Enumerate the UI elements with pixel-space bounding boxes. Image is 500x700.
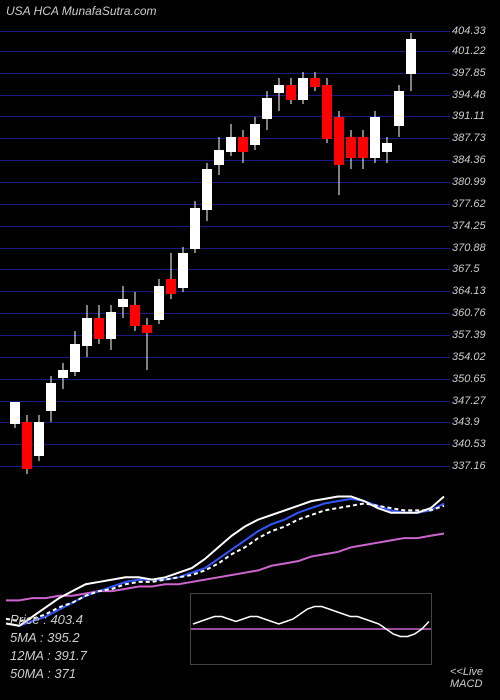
candle-body: [46, 383, 56, 411]
candle-body: [70, 344, 80, 372]
ma50-info: 50MA : 371: [10, 666, 76, 681]
y-tick-label: 394.48: [452, 89, 486, 101]
candle-body: [358, 137, 368, 158]
gridline: [0, 138, 450, 139]
candle-body: [106, 312, 116, 340]
gridline: [0, 335, 450, 336]
y-tick-label: 370.88: [452, 242, 486, 254]
gridline: [0, 182, 450, 183]
candle-body: [94, 318, 104, 339]
y-tick-label: 350.65: [452, 373, 486, 385]
gridline: [0, 357, 450, 358]
gridline: [0, 116, 450, 117]
y-tick-label: 377.62: [452, 198, 486, 210]
gridline: [0, 51, 450, 52]
gridline: [0, 204, 450, 205]
gridline: [0, 73, 450, 74]
candle-body: [322, 85, 332, 139]
candle-body: [118, 299, 128, 307]
ma12-info: 12MA : 391.7: [10, 648, 87, 663]
candle-body: [274, 85, 284, 93]
candle-body: [298, 78, 308, 99]
candle-body: [238, 137, 248, 152]
gridline: [0, 31, 450, 32]
y-tick-label: 374.25: [452, 220, 486, 232]
candle-body: [58, 370, 68, 378]
gridline: [0, 226, 450, 227]
y-tick-label: 364.13: [452, 285, 486, 297]
y-tick-label: 401.22: [452, 45, 486, 57]
gridline: [0, 291, 450, 292]
y-tick-label: 357.39: [452, 329, 486, 341]
gridline: [0, 95, 450, 96]
y-tick-label: 354.02: [452, 351, 486, 363]
live-macd-label: <<Live MACD: [450, 666, 498, 690]
candle-body: [202, 169, 212, 210]
candle-body: [34, 422, 44, 456]
y-tick-label: 360.76: [452, 307, 486, 319]
y-tick-label: 340.53: [452, 438, 486, 450]
candle-wick: [279, 78, 280, 110]
candle-body: [406, 39, 416, 73]
candle-body: [382, 143, 392, 151]
candle-body: [370, 117, 380, 158]
y-axis-labels: 404.33 401.22 397.85 394.48 391.11 387.73 384.…: [450, 20, 500, 480]
gridline: [0, 248, 450, 249]
candle-body: [22, 422, 32, 469]
gridline: [0, 401, 450, 402]
gridline: [0, 160, 450, 161]
y-tick-label: 397.85: [452, 67, 486, 79]
gridline: [0, 379, 450, 380]
y-tick-label: 387.73: [452, 132, 486, 144]
candlestick-chart: [0, 20, 450, 480]
y-tick-label: 391.11: [452, 110, 485, 122]
y-tick-label: 347.27: [452, 395, 486, 407]
candle-body: [214, 150, 224, 165]
price-info: Price : 403.4: [10, 612, 83, 627]
candle-body: [190, 208, 200, 249]
y-tick-label: 367.5: [452, 263, 480, 275]
candle-body: [346, 137, 356, 158]
candle-body: [154, 286, 164, 320]
y-tick-label: 343.9: [452, 416, 480, 428]
candle-body: [394, 91, 404, 125]
gridline: [0, 422, 450, 423]
gridline: [0, 466, 450, 467]
indicator-panel: Price : 403.4 5MA : 395.2 12MA : 391.7 5…: [0, 485, 450, 695]
watermark-text: USA HCA MunafaSutra.com: [6, 4, 157, 18]
candle-body: [250, 124, 260, 145]
gridline: [0, 269, 450, 270]
candle-body: [286, 85, 296, 100]
candle-body: [166, 279, 176, 294]
candle-body: [310, 78, 320, 86]
macd-inset-svg: [190, 593, 432, 665]
candle-body: [142, 325, 152, 333]
macd-line: [193, 607, 429, 637]
ma5-info: 5MA : 395.2: [10, 630, 80, 645]
candle-body: [262, 98, 272, 119]
gridline: [0, 313, 450, 314]
chart-container: USA HCA MunafaSutra.com 404.33 401.22 397.…: [0, 0, 500, 700]
y-tick-label: 404.33: [452, 25, 486, 37]
candle-body: [334, 117, 344, 164]
ma-line: [6, 533, 444, 600]
candle-body: [130, 305, 140, 326]
candle-body: [82, 318, 92, 346]
y-tick-label: 380.99: [452, 176, 486, 188]
gridline: [0, 444, 450, 445]
y-tick-label: 337.16: [452, 460, 486, 472]
candle-body: [10, 402, 20, 423]
candle-body: [178, 253, 188, 287]
candle-body: [226, 137, 236, 152]
y-tick-label: 384.36: [452, 154, 486, 166]
